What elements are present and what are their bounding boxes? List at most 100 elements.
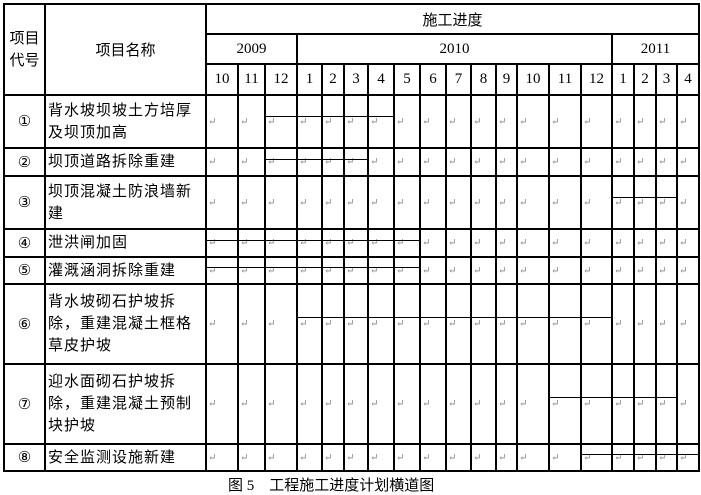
year-header: 2011 [611,33,700,65]
paragraph-mark: ↵ [208,156,217,168]
month-cell: ↵ [580,228,613,258]
month-header: 12 [264,63,298,96]
paragraph-mark: ↵ [583,452,592,463]
paragraph-mark: ↵ [240,156,249,168]
paragraph-mark: ↵ [346,237,355,249]
paragraph-mark: ↵ [267,398,276,410]
month-cell: ↵ [633,363,657,445]
paragraph-mark: ↵ [346,318,355,330]
paragraph-mark: ↵ [208,318,217,330]
paragraph-mark: ↵ [658,237,667,249]
month-cell: ↵ [264,94,298,149]
paragraph-mark: ↵ [370,452,379,463]
month-cell: ↵ [676,147,700,177]
paragraph-mark: ↵ [448,116,457,127]
month-header: 1 [611,63,635,96]
month-cell: ↵ [343,175,369,230]
month-header: 10 [205,63,239,96]
paragraph-mark: ↵ [324,265,333,276]
month-cell: ↵ [321,147,345,177]
month-cell: ↵ [296,228,323,258]
month-cell: ↵ [393,443,421,472]
month-cell: ↵ [655,94,678,149]
month-cell: ↵ [655,175,678,230]
month-cell: ↵ [548,228,582,258]
paragraph-mark: ↵ [448,265,457,276]
task-name: 迎水面砌石护坡拆除，重建混凝土预制块护坡 [44,363,207,445]
month-cell: ↵ [321,175,345,230]
month-cell: ↵ [676,175,700,230]
paragraph-mark: ↵ [498,156,507,168]
month-cell: ↵ [580,363,613,445]
paragraph-mark: ↵ [370,318,379,330]
schedule-bar [205,267,419,269]
month-header: 8 [470,63,497,96]
paragraph-mark: ↵ [422,197,431,208]
paragraph-mark: ↵ [473,116,482,127]
month-cell: ↵ [419,256,447,285]
month-cell: ↵ [516,363,550,445]
paragraph-mark: ↵ [240,318,249,330]
paragraph-mark: ↵ [636,318,645,330]
task-row: ⑤ 灌溉涵洞拆除重建 ↵ ↵ ↵ ↵ ↵ ↵ ↵ ↵ ↵ ↵ ↵ ↵ ↵ ↵ ↵ ↵ ↵ ↵ ↵ [3,256,700,285]
month-cell: ↵ [580,175,613,230]
month-cell: ↵ [580,94,613,149]
paragraph-mark: ↵ [346,197,355,208]
paragraph-mark: ↵ [551,116,560,127]
month-cell: ↵ [445,147,472,177]
paragraph-mark: ↵ [422,237,431,249]
paragraph-mark: ↵ [396,452,405,463]
paragraph-mark: ↵ [498,237,507,249]
month-cell: ↵ [580,256,613,285]
month-cell: ↵ [205,283,239,365]
paragraph-mark: ↵ [324,197,333,208]
paragraph-mark: ↵ [519,156,528,168]
month-cell: ↵ [676,443,700,472]
paragraph-mark: ↵ [679,398,688,410]
month-cell: ↵ [205,175,239,230]
paragraph-mark: ↵ [299,318,308,330]
paragraph-mark: ↵ [614,116,623,127]
figure-caption: 图 5 工程施工进度计划横道图 [228,478,435,494]
task-row: ② 坝顶道路拆除重建 ↵ ↵ ↵ ↵ ↵ ↵ ↵ ↵ ↵ ↵ ↵ ↵ ↵ ↵ ↵ ↵ ↵ ↵ ↵ [3,147,700,177]
paragraph-mark: ↵ [448,318,457,330]
paragraph-mark: ↵ [396,237,405,249]
paragraph-mark: ↵ [473,452,482,463]
month-cell: ↵ [296,94,323,149]
month-cell: ↵ [264,363,298,445]
paragraph-mark: ↵ [658,318,667,330]
paragraph-mark: ↵ [519,116,528,127]
paragraph-mark: ↵ [473,398,482,410]
month-cell: ↵ [264,256,298,285]
month-cell: ↵ [611,283,635,365]
paragraph-mark: ↵ [658,116,667,127]
month-cell: ↵ [495,363,518,445]
task-row: ⑥ 背水坡砌石护坡拆除，重建混凝土框格草皮护坡 ↵ ↵ ↵ ↵ ↵ ↵ ↵ ↵ ↵ ↵ ↵ ↵ ↵ ↵ ↵ ↵ ↵ ↵… [3,283,700,365]
task-row: ① 背水坡坝坡土方培厚及坝顶加高 ↵ ↵ ↵ ↵ ↵ ↵ ↵ ↵ ↵ ↵ ↵ ↵ ↵ ↵ ↵ ↵ ↵ ↵ ↵ [3,94,700,149]
paragraph-mark: ↵ [498,116,507,127]
month-cell: ↵ [470,363,497,445]
task-row: ④ 泄洪闸加固 ↵ ↵ ↵ ↵ ↵ ↵ ↵ ↵ ↵ ↵ ↵ ↵ ↵ ↵ ↵ ↵ ↵ ↵ ↵ [3,228,700,258]
month-cell: ↵ [343,443,369,472]
month-cell: ↵ [495,175,518,230]
month-cell: ↵ [237,443,266,472]
paragraph-mark: ↵ [240,452,249,463]
task-code: ⑧ [3,443,46,472]
paragraph-mark: ↵ [299,197,308,208]
month-cell: ↵ [343,228,369,258]
month-cell: ↵ [655,228,678,258]
month-cell: ↵ [205,147,239,177]
month-header: 2 [321,63,345,96]
paragraph-mark: ↵ [551,197,560,208]
year-header: 2010 [296,33,613,65]
month-cell: ↵ [296,147,323,177]
month-cell: ↵ [495,228,518,258]
paragraph-mark: ↵ [370,237,379,249]
month-header: 11 [237,63,266,96]
month-cell: ↵ [470,283,497,365]
paragraph-mark: ↵ [396,116,405,127]
task-row: ⑧ 安全监测设施新建 ↵ ↵ ↵ ↵ ↵ ↵ ↵ ↵ ↵ ↵ ↵ ↵ ↵ ↵ ↵ ↵ ↵ ↵ ↵ [3,443,700,472]
month-cell: ↵ [516,443,550,472]
paragraph-mark: ↵ [679,156,688,168]
month-cell: ↵ [367,175,395,230]
